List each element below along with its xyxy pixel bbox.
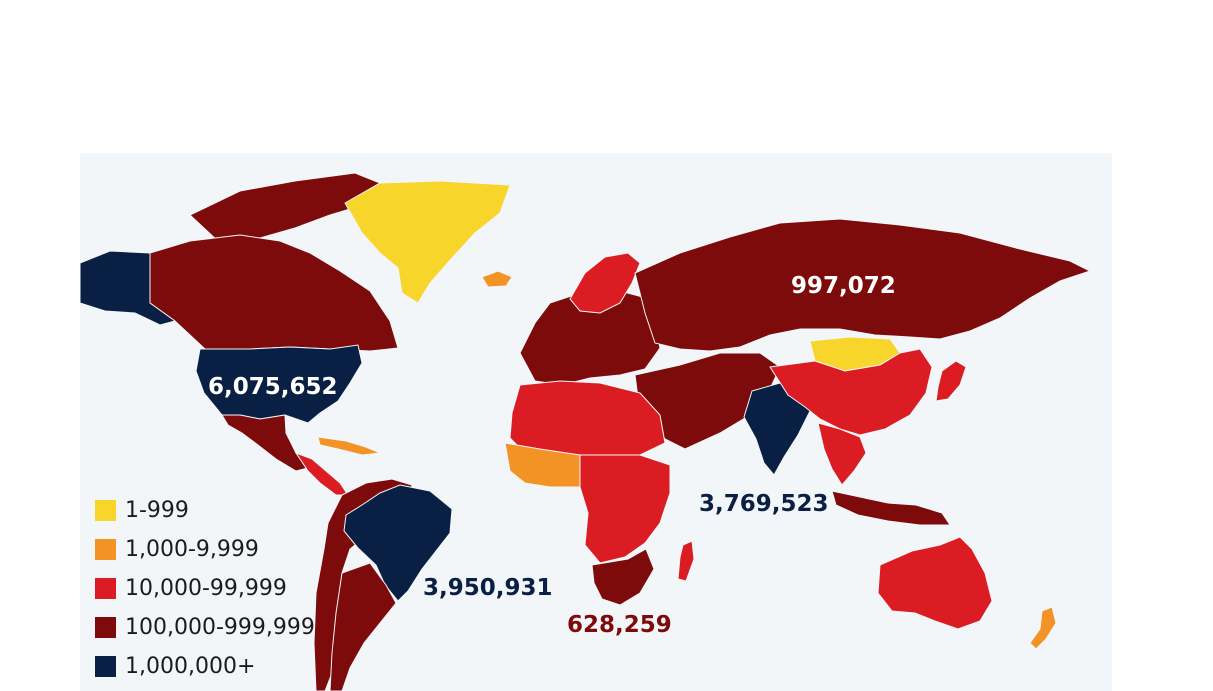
southeast-asia-shape (817, 422, 867, 486)
japan-shape (935, 360, 967, 402)
iceland-shape (481, 270, 513, 288)
legend-label: 1,000-9,999 (125, 537, 259, 562)
central-america-shape (294, 451, 349, 496)
legend-swatch (95, 578, 116, 599)
legend-item: 100,000-999,999 (95, 608, 315, 647)
legend-swatch (95, 656, 116, 677)
greenland-shape (344, 180, 511, 304)
china-shape (769, 348, 933, 436)
legend-label: 100,000-999,999 (125, 615, 315, 640)
india-callout: 3,769,523 (699, 491, 829, 517)
south-africa-callout: 628,259 (567, 612, 672, 638)
legend-item: 1-999 (95, 491, 315, 530)
legend-swatch (95, 539, 116, 560)
indonesia-shape (831, 490, 951, 526)
mexico-shape (221, 414, 309, 472)
brazil-callout: 3,950,931 (423, 575, 553, 601)
russia-shape (634, 218, 1092, 352)
argentina-shape (329, 562, 397, 691)
madagascar-shape (677, 540, 695, 582)
southern-africa-shape (591, 548, 655, 606)
legend-label: 1,000,000+ (125, 654, 256, 679)
map-svg (80, 172, 1092, 691)
legend-item: 1,000,000+ (95, 647, 315, 686)
legend-label: 10,000-99,999 (125, 576, 287, 601)
new-zealand-shape (1029, 606, 1057, 650)
canada-shape (149, 234, 399, 352)
map-legend: 1-999 1,000-9,999 10,000-99,999 100,000-… (95, 491, 315, 686)
russia-callout: 997,072 (791, 273, 896, 299)
alaska-shape (80, 250, 177, 326)
legend-swatch (95, 500, 116, 521)
united-states-shape (195, 344, 363, 424)
caribbean-shape (317, 436, 382, 456)
legend-item: 1,000-9,999 (95, 530, 315, 569)
usa-callout: 6,075,652 (208, 374, 338, 400)
brazil-shape (343, 484, 453, 602)
legend-swatch (95, 617, 116, 638)
legend-label: 1-999 (125, 498, 189, 523)
central-africa-shape (579, 454, 671, 564)
australia-shape (877, 536, 993, 630)
legend-item: 10,000-99,999 (95, 569, 315, 608)
world-map (80, 153, 1112, 691)
